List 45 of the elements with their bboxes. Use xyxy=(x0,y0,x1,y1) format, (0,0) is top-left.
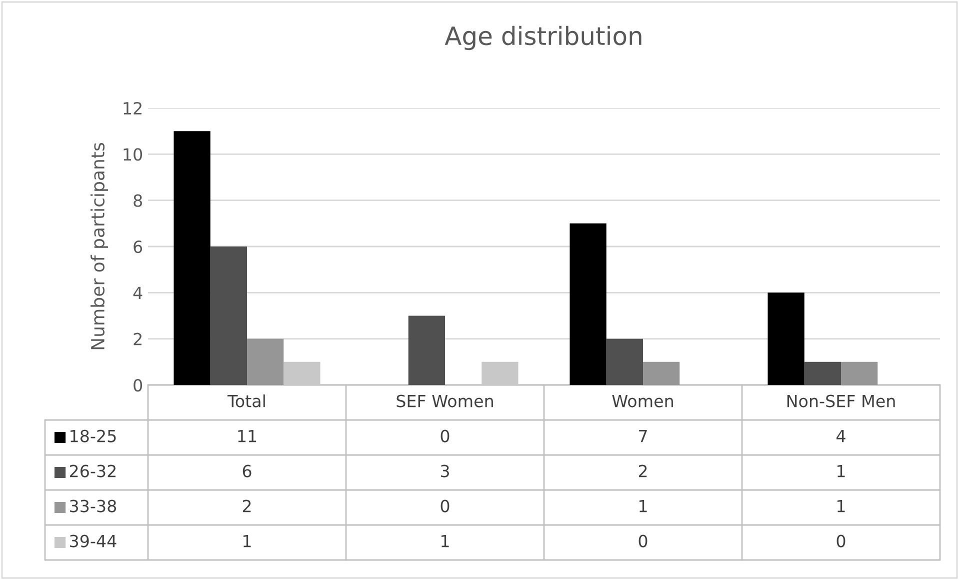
y-axis-title: Number of participants xyxy=(90,142,108,350)
bar xyxy=(174,131,210,385)
legend-label: 26-32 xyxy=(70,464,116,478)
data-label: 4 xyxy=(836,430,846,442)
data-label: 7 xyxy=(639,430,647,442)
x-tick-label: SEF Women xyxy=(396,394,493,408)
y-tick-label: 12 xyxy=(124,102,142,114)
legend-label: 39-44 xyxy=(70,534,116,548)
y-tick-label: 4 xyxy=(133,286,142,299)
legend-label: 33-38 xyxy=(70,500,116,512)
y-tick-label: 6 xyxy=(134,240,142,254)
data-label: 1 xyxy=(640,500,647,512)
data-label: 0 xyxy=(440,430,450,442)
x-tick-label: Total xyxy=(227,394,265,408)
x-tick-label: Women xyxy=(612,394,673,408)
data-label: 0 xyxy=(440,500,450,512)
y-tick-label: 2 xyxy=(134,332,142,346)
data-label: 6 xyxy=(242,464,252,478)
bar xyxy=(210,246,247,385)
data-label: 1 xyxy=(442,534,449,548)
bar xyxy=(841,362,878,385)
data-label: 0 xyxy=(836,534,846,548)
bar xyxy=(284,362,320,385)
y-tick-label: 0 xyxy=(134,378,142,392)
bar xyxy=(804,362,841,385)
data-label: 2 xyxy=(242,500,251,512)
data-label: 1 xyxy=(838,464,845,478)
data-label: 11 xyxy=(238,430,256,442)
bar xyxy=(482,362,518,385)
data-label: 0 xyxy=(638,534,648,548)
data-label: 3 xyxy=(440,464,449,478)
y-tick-label: 8 xyxy=(134,194,142,207)
bar xyxy=(408,316,445,385)
bar xyxy=(247,338,284,385)
data-label: 1 xyxy=(838,500,845,512)
bar xyxy=(768,292,804,385)
bar xyxy=(643,362,680,385)
x-tick-label: Non-SEF Men xyxy=(787,394,895,408)
data-label: 2 xyxy=(638,464,647,478)
legend-label: 18-25 xyxy=(70,430,116,442)
y-tick-label: 10 xyxy=(124,148,142,161)
bar xyxy=(606,338,643,385)
chart-title: Age distribution xyxy=(444,26,642,50)
data-label: 1 xyxy=(244,534,251,548)
bar xyxy=(570,223,606,385)
